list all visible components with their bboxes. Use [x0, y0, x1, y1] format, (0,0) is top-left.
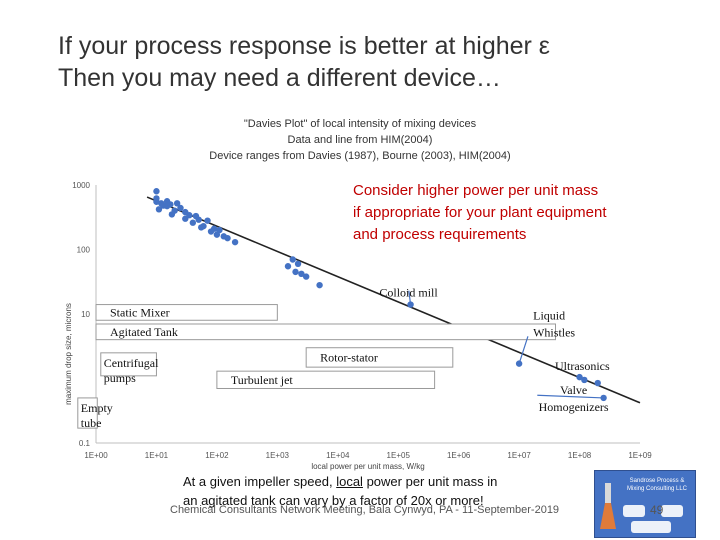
data-point	[284, 263, 292, 270]
x-tick-label: 1E+05	[387, 451, 411, 460]
annotation-arrow	[518, 336, 529, 364]
data-point	[173, 200, 181, 207]
annotation-label: Valve	[560, 383, 587, 397]
x-tick-label: 1E+04	[326, 451, 350, 460]
data-point	[216, 226, 223, 234]
device-range-label: Centrifugal	[104, 356, 159, 370]
data-point	[294, 260, 302, 268]
chart-title: "Davies Plot" of local intensity of mixi…	[60, 116, 660, 164]
slide-title-line-2: Then you may need a different device…	[58, 64, 501, 92]
x-tick-label: 1E+02	[205, 451, 229, 460]
data-point	[316, 281, 323, 289]
y-tick-label: 0.1	[79, 439, 91, 448]
data-point	[581, 376, 588, 384]
data-point	[292, 268, 299, 276]
x-tick-label: 1E+01	[145, 451, 169, 460]
flask-icon	[600, 483, 616, 529]
data-point	[177, 204, 184, 212]
data-point	[210, 225, 218, 232]
chart-title-line-3: Device ranges from Davies (1987), Bourne…	[209, 150, 511, 162]
data-point	[224, 234, 231, 242]
x-tick-label: 1E+09	[628, 451, 652, 460]
slide-title-line-1: If your process response is better at hi…	[58, 32, 550, 60]
x-tick-label: 1E+07	[507, 451, 531, 460]
device-range-label: Empty	[81, 401, 113, 415]
bottom-note-pre: At a given impeller speed,	[183, 474, 337, 489]
device-range-label: pumps	[104, 371, 136, 385]
callout-text: Consider higher power per unit mass if a…	[353, 180, 606, 246]
device-range-label: Agitated Tank	[110, 325, 178, 339]
data-point	[155, 206, 163, 213]
data-point	[167, 201, 174, 208]
x-axis-label: local power per unit mass, W/kg	[311, 462, 424, 471]
device-range-box	[305, 347, 454, 368]
bottom-note-underlined: local	[336, 474, 363, 489]
annotation-label: Whistles	[533, 326, 575, 340]
device-range-label: tube	[81, 416, 102, 430]
chart-title-line-2: Data and line from HIM(2004)	[287, 134, 433, 146]
callout-line-2: if appropriate for your plant equipment	[353, 204, 607, 221]
logo-badge-bottom	[631, 521, 671, 533]
x-tick-label: 1E+08	[568, 451, 592, 460]
device-range-label: Turbulent jet	[231, 373, 294, 387]
bottom-note-line-1: At a given impeller speed, local power p…	[183, 472, 497, 491]
device-range-box	[95, 304, 278, 321]
data-point	[594, 379, 601, 387]
data-point	[200, 222, 207, 230]
y-tick-label: 1000	[72, 181, 90, 190]
device-range-label: Static Mixer	[110, 305, 170, 319]
logo-badge-left	[623, 505, 645, 517]
logo-text: Sandrose Process & Mixing Consulting LLC	[626, 478, 688, 492]
data-point	[195, 216, 202, 223]
annotation-label: Colloid mill	[379, 286, 438, 300]
annotation-arrow	[408, 290, 412, 305]
annotation-label: Ultrasonics	[555, 359, 610, 373]
data-point	[576, 373, 583, 381]
bottom-note-line-2: an agitated tank can vary by a factor of…	[183, 493, 484, 508]
page-number: 49	[650, 503, 664, 517]
logo-badge-right	[661, 505, 683, 517]
data-point	[302, 273, 310, 280]
data-point	[153, 188, 160, 195]
x-tick-label: 1E+00	[84, 451, 108, 460]
y-tick-label: 10	[81, 310, 90, 319]
device-range-box	[77, 397, 98, 429]
bottom-note-post: power per unit mass in	[362, 474, 498, 489]
footer-text: Chemical Consultants Network Meeting, Ba…	[170, 504, 560, 516]
data-point	[204, 217, 211, 224]
data-point	[298, 270, 305, 278]
data-point	[231, 238, 239, 246]
data-point	[186, 212, 193, 219]
device-range-box	[100, 352, 157, 377]
fit-line	[146, 196, 641, 404]
device-range-box	[95, 323, 557, 341]
y-tick-label: 100	[77, 246, 91, 255]
annotation-label: Homogenizers	[539, 400, 609, 414]
device-range-label: Rotor-stator	[320, 350, 378, 364]
data-point	[171, 207, 178, 214]
data-point	[289, 256, 296, 263]
slide-title: If your process response is better at hi…	[58, 30, 698, 94]
data-point	[189, 219, 197, 226]
annotation-label: Liquid	[533, 309, 565, 323]
consulting-logo: Sandrose Process & Mixing Consulting LLC	[594, 470, 696, 538]
device-range-box	[216, 370, 436, 389]
bottom-note: At a given impeller speed, local power p…	[183, 472, 497, 510]
y-axis-label: maximum drop size, microns	[64, 303, 73, 405]
annotation-arrow	[537, 394, 604, 399]
chart-title-line-1: "Davies Plot" of local intensity of mixi…	[243, 118, 477, 130]
x-tick-label: 1E+03	[266, 451, 290, 460]
x-tick-label: 1E+06	[447, 451, 471, 460]
callout-line-1: Consider higher power per unit mass	[353, 182, 599, 199]
callout-line-3: and process requirements	[353, 226, 527, 243]
